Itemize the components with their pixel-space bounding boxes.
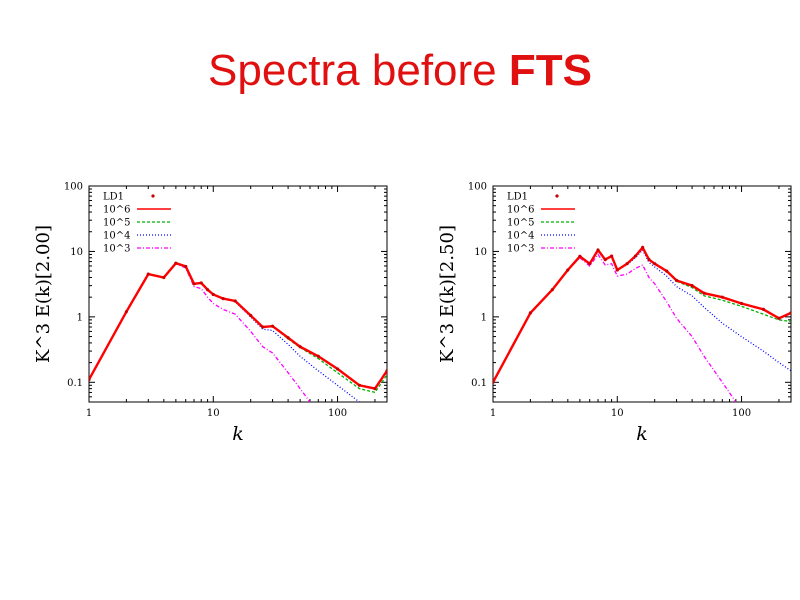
legend-marker [151, 194, 155, 198]
legend-label: 10^6 [507, 205, 534, 216]
data-point-LD1 [316, 354, 320, 358]
data-point-LD1 [162, 275, 166, 280]
data-point-LD1 [603, 258, 607, 262]
series-line-10^3 [89, 262, 311, 402]
y-tick-label: 0.1 [471, 378, 487, 389]
data-point-LD1 [493, 380, 495, 384]
series-group [89, 261, 387, 402]
y-axis-label: K^3 E(k)[2.50] [437, 225, 458, 363]
data-point-LD1 [357, 383, 362, 387]
plot-frame [492, 185, 792, 403]
data-point-LD1 [286, 336, 290, 340]
data-point-LD1 [674, 278, 679, 283]
legend-label: 10^5 [507, 218, 534, 229]
data-point-LD1 [335, 367, 340, 371]
legend-label: 10^4 [507, 231, 534, 242]
data-point-LD1 [578, 254, 582, 258]
legend-label: 10^3 [103, 244, 130, 255]
slide-title-regular: Spectra before [208, 46, 509, 95]
y-tick-label: 10 [70, 247, 83, 258]
data-point-LD1 [385, 369, 387, 373]
chart-right: 1 10 100 0.1 1 10 100 k K^3 E(k)[2.50] LD1 10^6 10^… [437, 182, 792, 445]
legend-label: 10^5 [103, 218, 130, 229]
data-point-LD1 [528, 311, 533, 315]
data-point-LD1 [124, 310, 129, 314]
data-point-LD1 [633, 254, 638, 258]
data-point-LD1 [261, 325, 265, 329]
data-point-LD1 [609, 254, 614, 258]
data-point-LD1 [720, 295, 724, 299]
x-tick-label: 1 [490, 408, 496, 419]
x-tick-label: 10 [207, 408, 220, 419]
data-point-LD1 [221, 297, 225, 301]
y-axis-label: K^3 E(k)[2.00] [33, 225, 54, 363]
data-point-LD1 [690, 284, 694, 288]
x-tick-label: 1 [86, 408, 92, 419]
y-tick-label: 0.1 [67, 378, 83, 389]
data-point-LD1 [665, 269, 669, 273]
data-point-LD1 [205, 288, 210, 292]
series-line-10^6 [493, 245, 791, 383]
y-tick-label: 100 [64, 182, 83, 193]
series-line-10^5 [493, 246, 791, 383]
data-point-LD1 [777, 316, 781, 320]
y-tick-label: 100 [468, 182, 487, 193]
slide-title-bold: FTS [508, 46, 592, 95]
data-point-LD1 [249, 313, 253, 318]
series-line-10^3 [493, 253, 737, 402]
x-axis-label: k [232, 423, 244, 445]
data-point-LD1 [739, 301, 744, 306]
data-point-LD1 [641, 245, 645, 250]
data-point-LD1 [615, 268, 619, 272]
legend-marker [555, 194, 559, 198]
data-point-LD1 [211, 292, 215, 297]
series-group [493, 245, 791, 402]
data-point-LD1 [199, 281, 203, 285]
chart-left: 1 10 100 0.1 1 10 100 k K^3 E(k)[2.00] LD1 10^6 10^… [33, 182, 388, 445]
data-point-LD1 [647, 258, 651, 262]
y-tick-label: 1 [77, 312, 83, 323]
legend-label: 10^6 [103, 205, 130, 216]
data-point-LD1 [184, 264, 188, 269]
x-tick-label: 100 [328, 408, 347, 419]
data-point-LD1 [596, 248, 600, 252]
legend-label: LD1 [507, 192, 528, 203]
x-axis-label: k [636, 423, 648, 445]
data-point-LD1 [233, 299, 237, 303]
data-point-LD1 [789, 311, 791, 315]
series-line-10^6 [89, 261, 387, 390]
plot-frame [88, 185, 388, 403]
data-point-LD1 [373, 387, 377, 391]
data-point-LD1 [702, 291, 706, 295]
y-tick-label: 10 [474, 247, 487, 258]
series-line-10^4 [89, 262, 361, 402]
data-point-LD1 [625, 262, 629, 266]
x-tick-label: 10 [611, 408, 624, 419]
data-point-LD1 [761, 307, 766, 312]
legend-label: 10^4 [103, 231, 130, 242]
data-point-LD1 [270, 324, 275, 328]
data-point-LD1 [653, 262, 657, 266]
data-point-LD1 [192, 282, 196, 286]
y-tick-label: 1 [481, 312, 487, 323]
legend-label: 10^3 [507, 244, 534, 255]
data-point-LD1 [588, 262, 592, 266]
legend-label: LD1 [103, 192, 124, 203]
slide-title: Spectra before FTS [0, 46, 800, 96]
data-point-LD1 [174, 261, 178, 265]
data-point-LD1 [89, 377, 91, 382]
series-line-10^4 [493, 248, 791, 383]
data-point-LD1 [298, 345, 302, 349]
x-tick-label: 100 [732, 408, 751, 419]
data-point-LD1 [146, 272, 150, 276]
data-point-LD1 [550, 288, 554, 292]
data-point-LD1 [566, 268, 570, 272]
